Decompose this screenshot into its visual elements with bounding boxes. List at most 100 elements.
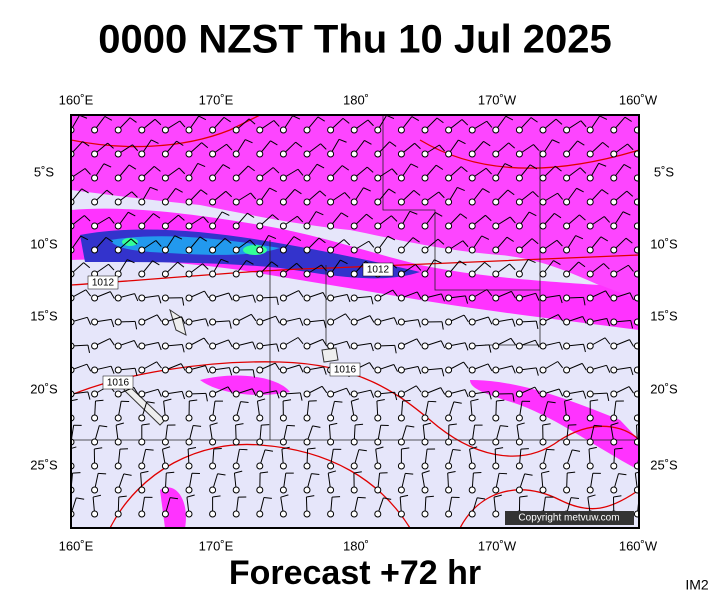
isobar-label: 1016: [107, 378, 130, 389]
barb-station: [327, 294, 335, 302]
barb-flag: [205, 318, 209, 327]
barb-flag: [559, 295, 563, 304]
isobar-label: 1012: [92, 278, 115, 289]
extreme-rain: [122, 238, 138, 246]
barb-flag: [155, 240, 162, 247]
barb-station: [610, 150, 618, 158]
barb-flag: [500, 425, 509, 428]
barb-station: [492, 390, 500, 398]
barb-flag: [485, 214, 492, 222]
barb-station: [421, 510, 429, 518]
barb-flag: [295, 141, 303, 148]
barb-station: [91, 462, 99, 470]
barb-flag: [364, 139, 372, 145]
barb-flag: [488, 344, 492, 353]
barb-station: [515, 462, 523, 470]
barb-station: [185, 126, 193, 134]
barb-station: [209, 438, 217, 446]
barb-flag: [363, 187, 371, 192]
barb-flag: [264, 449, 274, 452]
barb-flag: [109, 291, 115, 299]
barb-flag: [250, 192, 257, 200]
barb-flag: [257, 398, 266, 402]
barb-flag: [322, 292, 328, 300]
barb-flag: [115, 422, 124, 426]
barb-flag: [189, 399, 198, 402]
barb-station: [610, 414, 618, 422]
barb-station: [209, 366, 217, 374]
barb-flag: [452, 449, 461, 451]
barb-flag: [576, 187, 584, 193]
barb-flag: [181, 297, 185, 306]
barb-flag: [299, 364, 304, 373]
isobar-label: 1012: [367, 265, 390, 276]
barb-flag: [323, 320, 327, 329]
barb-station: [91, 318, 99, 326]
barb-station: [256, 318, 264, 326]
label-box: [329, 362, 361, 377]
barb-flag: [441, 293, 445, 302]
barb-station: [610, 318, 618, 326]
barb-station: [397, 174, 405, 182]
barb-flag: [174, 235, 183, 240]
barb-station: [397, 246, 405, 254]
barb-station: [232, 294, 240, 302]
barb-flag: [220, 258, 229, 263]
barb-flag: [477, 497, 486, 500]
barb-flag: [516, 422, 525, 426]
barb-flag: [440, 387, 446, 395]
barb-station: [445, 126, 453, 134]
barb-flag: [299, 317, 304, 326]
barb-station: [327, 342, 335, 350]
barb-flag: [249, 239, 256, 247]
map-frame: [70, 114, 640, 529]
barb-flag: [154, 118, 162, 126]
barb-station: [633, 246, 639, 254]
isobar-labels: 1012 1012 1016 1016: [87, 262, 394, 390]
barb-station: [492, 318, 500, 326]
barb-station: [350, 246, 358, 254]
rain-patch: [470, 380, 639, 470]
barb-station: [586, 222, 594, 230]
barb-station: [492, 414, 500, 422]
barb-station: [468, 462, 476, 470]
barb-flag: [204, 365, 210, 374]
barb-station: [209, 270, 217, 278]
barb-station: [468, 222, 476, 230]
barb-flag: [421, 470, 430, 474]
barb-flag: [273, 120, 280, 127]
barb-flag: [157, 342, 162, 351]
barb-flag: [557, 192, 564, 200]
barb-station: [445, 198, 453, 206]
barb-flag: [650, 119, 656, 124]
barb-station: [374, 342, 382, 350]
barb-station: [185, 390, 193, 398]
barb-flag: [270, 140, 278, 146]
barb-station: [327, 414, 335, 422]
barb-flag: [346, 387, 351, 396]
barb-flag: [376, 398, 385, 402]
barb-station: [374, 510, 382, 518]
barb-station: [279, 126, 287, 134]
barb-station: [374, 366, 382, 374]
barb-station: [327, 126, 335, 134]
barb-station: [563, 198, 571, 206]
barb-flag: [93, 494, 102, 498]
barb-station: [350, 318, 358, 326]
barb-flag: [366, 166, 374, 173]
barb-flag: [107, 142, 114, 149]
barb-flag: [200, 189, 208, 195]
barb-station: [633, 366, 639, 374]
barb-station: [161, 414, 169, 422]
barb-station: [421, 342, 429, 350]
barb-flag: [133, 340, 139, 348]
barb-station: [586, 462, 594, 470]
barb-flag: [203, 337, 210, 345]
barb-flag: [434, 259, 442, 264]
lon-label: 170˚W: [478, 92, 517, 107]
barb-station: [232, 246, 240, 254]
barb-station: [279, 486, 287, 494]
barb-flag: [504, 163, 513, 168]
barb-station: [256, 366, 264, 374]
